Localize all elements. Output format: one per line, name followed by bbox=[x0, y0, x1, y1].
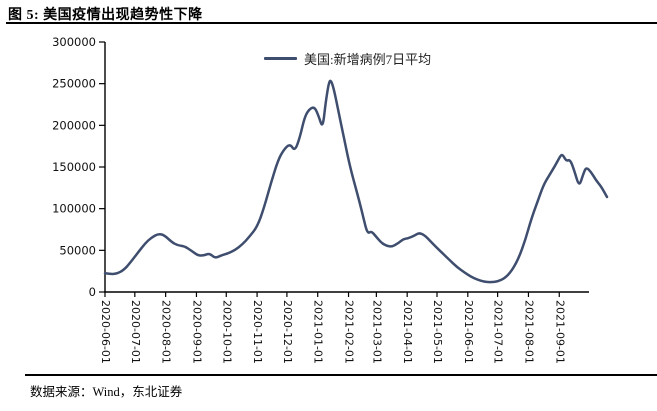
data-source: 数据来源：Wind，东北证券 bbox=[30, 385, 183, 399]
y-tick-label: 100000 bbox=[52, 202, 96, 216]
x-tick-label: 2021-03-01 bbox=[370, 300, 383, 364]
x-tick-label: 2021-05-01 bbox=[431, 300, 444, 364]
chart-legend: 美国:新增病例7日平均 bbox=[264, 49, 431, 68]
x-tick-label: 2021-08-01 bbox=[522, 300, 535, 364]
y-tick-label: 0 bbox=[89, 285, 96, 299]
x-tick-label: 2020-10-01 bbox=[220, 300, 233, 364]
footer-divider bbox=[25, 374, 657, 376]
x-tick-label: 2020-08-01 bbox=[160, 300, 173, 364]
y-tick-label: 200000 bbox=[52, 118, 96, 132]
y-tick-label: 50000 bbox=[59, 243, 96, 257]
x-tick-label: 2020-06-01 bbox=[99, 300, 112, 364]
y-tick-label: 150000 bbox=[52, 160, 96, 174]
x-tick-label: 2020-11-01 bbox=[251, 300, 264, 364]
legend-line-swatch bbox=[264, 57, 297, 60]
x-tick-label: 2021-07-01 bbox=[492, 300, 505, 364]
x-tick-label: 2020-07-01 bbox=[129, 300, 142, 364]
y-tick-label: 250000 bbox=[52, 77, 96, 91]
x-tick-label: 2021-09-01 bbox=[553, 300, 566, 364]
x-tick-label: 2021-06-01 bbox=[462, 300, 475, 364]
x-tick-label: 2021-01-01 bbox=[312, 300, 325, 364]
x-tick-label: 2021-04-01 bbox=[401, 300, 414, 364]
x-tick-label: 2021-02-01 bbox=[343, 300, 356, 364]
figure-title: 图 5: 美国疫情出现趋势性下降 bbox=[8, 8, 203, 23]
legend-label: 美国:新增病例7日平均 bbox=[304, 52, 432, 67]
title-divider bbox=[6, 22, 657, 24]
x-tick-label: 2020-09-01 bbox=[190, 300, 203, 364]
x-tick-label: 2020-12-01 bbox=[281, 300, 294, 364]
series-line bbox=[103, 79, 609, 284]
y-tick-label: 300000 bbox=[52, 35, 96, 49]
